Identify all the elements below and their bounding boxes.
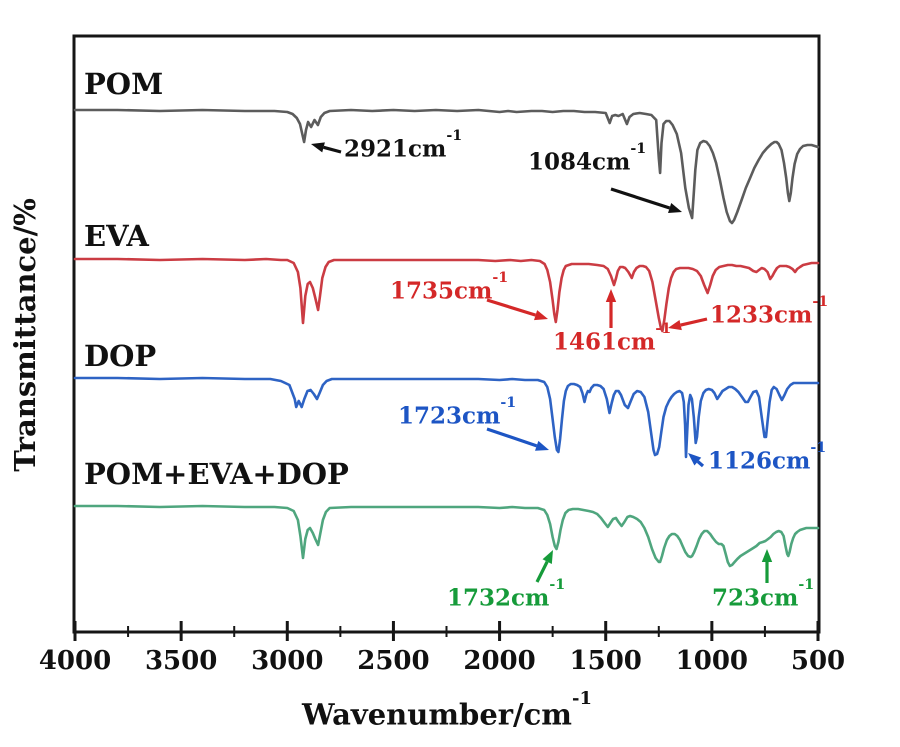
annotation-arrow-1084: [610, 187, 671, 210]
annotation-arrow-1735: [486, 298, 537, 317]
annotation-arrowhead-1461: [605, 289, 617, 302]
x-axis-title-text: Wavenumber/cm: [302, 697, 572, 732]
annotation-arrow-1126: [696, 460, 705, 468]
x-axis-title-sup: -1: [571, 688, 592, 710]
y-axis-title-text: Transmittance/%: [8, 198, 42, 472]
annotation-arrow-1233: [680, 317, 708, 327]
spectrum-line-pom: [73, 108, 820, 225]
annotation-arrowhead-1084: [668, 203, 682, 213]
annotation-arrowhead-1126: [688, 453, 702, 466]
annotation-arrowhead-2921: [311, 142, 325, 153]
annotation-arrowhead-723: [761, 549, 773, 562]
annotation-arrowhead-1723: [535, 440, 549, 451]
annotation-arrow-2921: [323, 145, 342, 154]
y-axis-title: Transmittance/%: [8, 173, 45, 497]
plot-frame: [72, 34, 821, 634]
annotation-arrow-1732: [535, 560, 549, 583]
x-axis-title: Wavenumber/cm-1: [247, 690, 647, 732]
spectrum-line-eva: [73, 257, 820, 333]
annotation-arrow-1723: [486, 427, 538, 448]
spectrum-line-pom-eva-dop: [73, 504, 820, 568]
annotation-arrowhead-1233: [668, 320, 682, 331]
annotation-arrowhead-1732: [542, 550, 553, 564]
spectrum-line-dop: [73, 376, 820, 459]
annotation-arrowhead-1735: [534, 310, 548, 321]
